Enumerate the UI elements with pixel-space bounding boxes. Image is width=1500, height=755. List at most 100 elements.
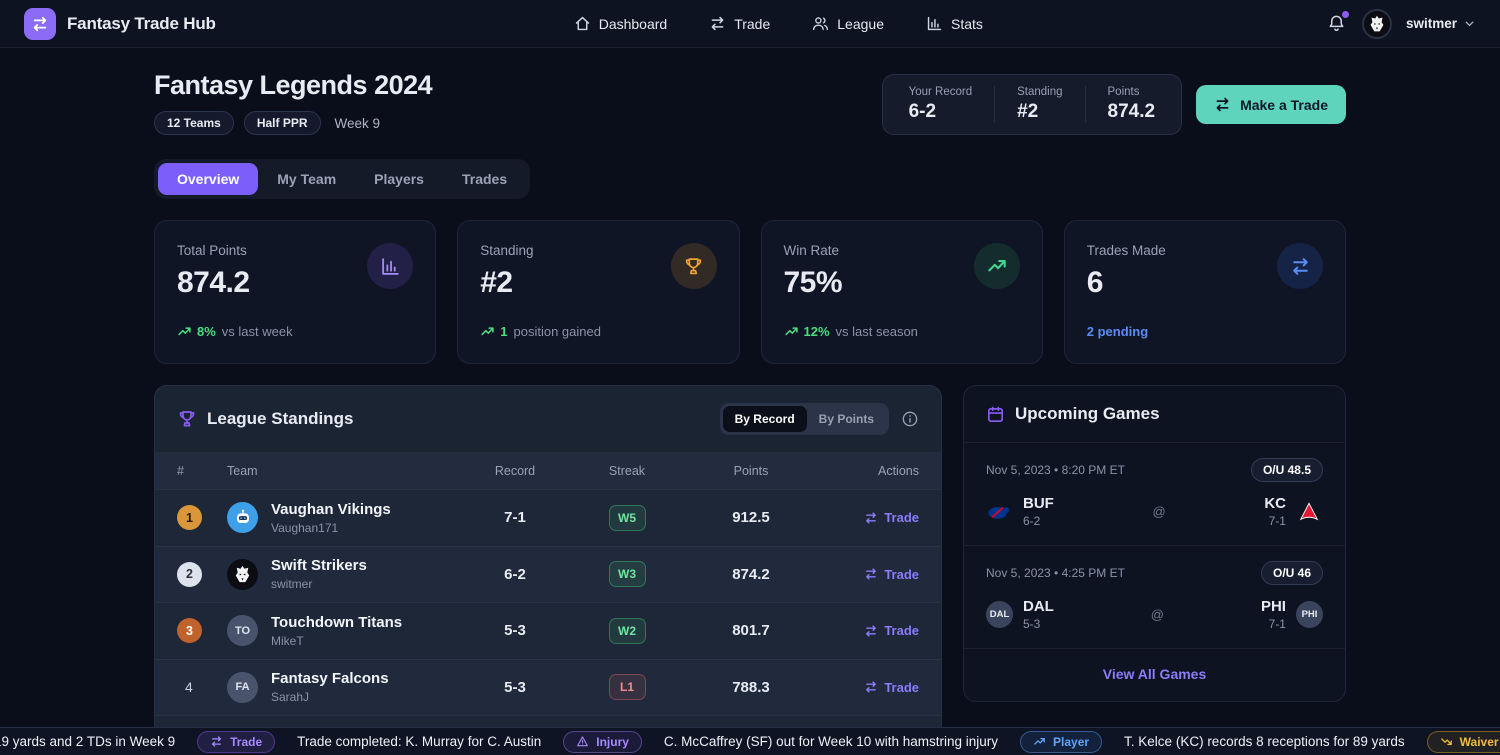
swap-arrows-icon (210, 735, 223, 748)
stat-note: position gained (513, 324, 601, 339)
stat-label: Win Rate (783, 243, 840, 258)
streak-badge: L1 (608, 674, 646, 701)
rank-badge: 3 (177, 618, 202, 644)
swap-arrows-icon (864, 624, 878, 638)
pending-trades-link[interactable]: 2 pending (1086, 324, 1149, 339)
info-icon[interactable] (901, 410, 919, 428)
away-team-record: 5-3 (1023, 617, 1041, 631)
home-team-record: 7-1 (1268, 617, 1286, 631)
table-row[interactable]: 2 Swift Strikers switmer 6-2 W3 874.2 Tr… (155, 545, 941, 602)
stat-delta: 12% (803, 324, 830, 339)
streak-badge: W3 (608, 561, 646, 588)
trade-action-label: Trade (884, 623, 919, 639)
trending-up-icon (177, 324, 192, 339)
make-a-trade-label: Make a Trade (1240, 96, 1328, 113)
table-row[interactable]: 4 FA Fantasy Falcons SarahJ 5-3 L1 788.3… (155, 658, 941, 715)
record-value: 5-3 (504, 622, 526, 640)
record-summary-card: Your Record 6-2 Standing #2 Points 874.2 (881, 74, 1183, 135)
trending-down-icon (1440, 735, 1453, 748)
nav-item-label: League (837, 15, 884, 32)
game-row[interactable]: Nov 5, 2023 • 8:20 PM ET O/U 48.5 BUF 6-… (964, 443, 1345, 546)
sort-by-record-button[interactable]: By Record (722, 406, 807, 432)
trending-up-icon (480, 324, 495, 339)
table-row[interactable]: 3 TO Touchdown Titans MikeT 5-3 W2 801.7… (155, 602, 941, 659)
tab-my-team[interactable]: My Team (277, 171, 337, 187)
top-navbar: Fantasy Trade Hub Dashboard Trade League… (0, 0, 1500, 48)
brand-name: Fantasy Trade Hub (67, 13, 216, 33)
badge-label: Player (1053, 734, 1090, 749)
user-avatar[interactable] (1361, 8, 1392, 39)
standing-label: Standing (1017, 86, 1063, 98)
team-owner: switmer (271, 577, 313, 592)
home-team-abbr: PHI (1260, 598, 1286, 615)
stat-note: vs last week (221, 324, 293, 339)
badge-label: Trade (230, 734, 263, 749)
username: switmer (1405, 16, 1457, 31)
stat-note: vs last season (835, 324, 918, 339)
trade-action-button[interactable]: Trade (823, 680, 919, 695)
stat-value: 6 (1086, 266, 1104, 299)
team-owner: SarahJ (271, 690, 310, 705)
waiver-badge: Waiver (1426, 730, 1500, 753)
badge-label: Waiver (1459, 734, 1499, 749)
standings-header-row: # Team Record Streak Points Actions (155, 452, 941, 489)
brand[interactable]: Fantasy Trade Hub (24, 7, 216, 40)
trophy-icon (177, 409, 197, 429)
trade-action-button[interactable]: Trade (823, 510, 919, 525)
teams-count-badge: 12 Teams (154, 111, 234, 135)
stat-label: Standing (480, 243, 534, 258)
stat-delta: 1 (500, 324, 508, 339)
over-under-badge: O/U 48.5 (1250, 458, 1323, 482)
league-title: Fantasy Legends 2024 (154, 70, 433, 100)
away-team-record: 6-2 (1023, 514, 1041, 528)
injury-badge: Injury (563, 730, 642, 753)
chevron-down-icon (1463, 17, 1476, 30)
swap-arrows-logo-icon (24, 7, 56, 40)
tab-trades[interactable]: Trades (461, 171, 508, 187)
rank-number: 4 (185, 679, 193, 696)
robot-avatar (227, 502, 258, 534)
col-points: Points (733, 463, 769, 478)
record-value: 5-3 (504, 678, 526, 696)
tab-players[interactable]: Players (374, 171, 424, 187)
nav-item-league[interactable]: League (812, 15, 884, 32)
win-rate-card: Win Rate 75% 12% vs last season (760, 220, 1043, 364)
warning-triangle-icon (576, 735, 589, 748)
points-value: 788.3 (732, 678, 770, 696)
nav-item-dashboard[interactable]: Dashboard (574, 15, 667, 32)
trade-action-label: Trade (884, 510, 919, 526)
points-value: 874.2 (732, 565, 770, 583)
away-team-abbr: BUF (1023, 495, 1054, 512)
your-record-value: 6-2 (908, 101, 937, 122)
calendar-icon (986, 405, 1005, 424)
trade-action-button[interactable]: Trade (823, 567, 919, 582)
away-team-abbr: DAL (1023, 598, 1054, 615)
table-row[interactable]: 1 Vaughan Vikings Vaughan171 7-1 W5 912.… (155, 489, 941, 546)
chiefs-logo (1296, 498, 1323, 525)
over-under-badge: O/U 46 (1260, 561, 1323, 585)
view-all-games-link[interactable]: View All Games (1102, 666, 1207, 682)
game-row[interactable]: Nov 5, 2023 • 4:25 PM ET O/U 46 DAL DAL … (964, 546, 1345, 649)
team-name: Fantasy Falcons (271, 670, 389, 688)
streak-badge: W5 (608, 504, 646, 531)
home-team-record: 7-1 (1268, 514, 1286, 528)
ticker-item: Trade completed: K. Murray for C. Austin (297, 734, 542, 749)
sort-by-points-button[interactable]: By Points (818, 412, 874, 426)
make-a-trade-button[interactable]: Make a Trade (1196, 85, 1346, 124)
user-menu[interactable]: switmer (1406, 16, 1476, 31)
nav-item-trade[interactable]: Trade (709, 15, 770, 32)
notifications-button[interactable] (1325, 11, 1349, 35)
nav-item-label: Trade (734, 15, 771, 32)
col-actions: Actions (878, 463, 919, 478)
trending-up-icon (784, 324, 799, 339)
eagles-logo: PHI (1295, 601, 1323, 628)
tab-overview[interactable]: Overview (158, 163, 259, 195)
trade-badge: Trade (197, 730, 276, 753)
col-rank: # (177, 463, 184, 478)
stat-delta: 8% (197, 324, 216, 339)
news-ticker: 19 yards and 2 TDs in Week 9 Trade Trade… (0, 727, 1500, 755)
game-datetime: Nov 5, 2023 • 4:25 PM ET (986, 566, 1125, 580)
trade-action-button[interactable]: Trade (823, 623, 919, 638)
wolf-avatar (227, 558, 258, 590)
nav-item-stats[interactable]: Stats (926, 15, 983, 32)
